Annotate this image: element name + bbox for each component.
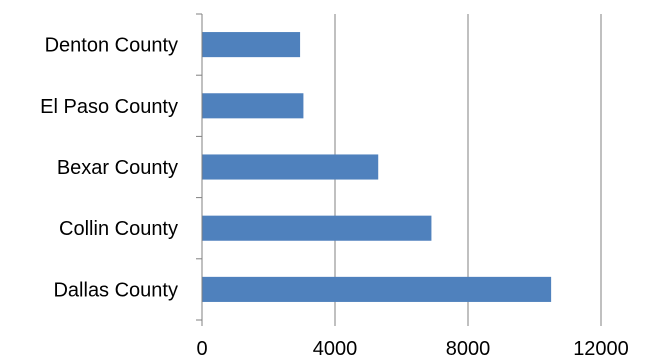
x-tick-label: 0 [196, 338, 207, 360]
category-label: Denton County [45, 35, 178, 57]
axes [196, 13, 602, 326]
bar [202, 215, 432, 241]
category-label: El Paso County [40, 96, 178, 118]
x-tick-label: 12000 [573, 338, 629, 360]
category-label: Bexar County [57, 157, 178, 179]
x-tick-label: 8000 [446, 338, 491, 360]
bar [202, 154, 379, 180]
bars [202, 32, 552, 302]
bar [202, 276, 552, 302]
x-tick-label: 4000 [313, 338, 358, 360]
labels: 0 4000 8000 12000 Dallas County Collin County… [40, 35, 629, 360]
bar [202, 32, 301, 58]
category-label: Dallas County [53, 279, 178, 301]
bar [202, 93, 304, 119]
category-label: Collin County [59, 218, 178, 240]
